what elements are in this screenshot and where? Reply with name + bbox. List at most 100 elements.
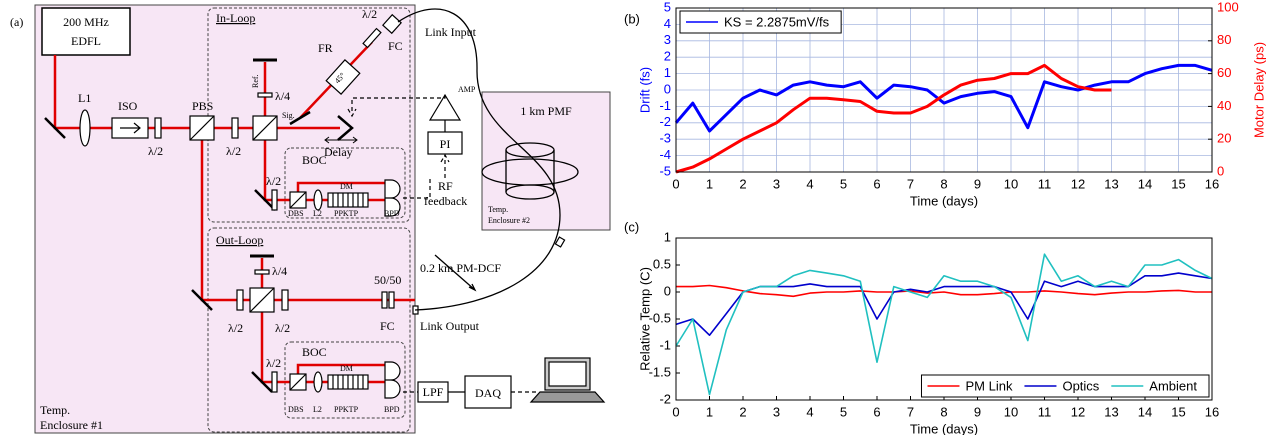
label: λ/2: [362, 7, 377, 21]
optic-shape: [314, 372, 322, 392]
label: 200 MHz: [63, 15, 109, 29]
label: Link Input: [425, 25, 477, 39]
label: DBS: [288, 209, 304, 218]
x-axis-label: Time (days): [910, 421, 978, 435]
x-tick-label: 12: [1071, 404, 1085, 419]
figure: (a) 200 MHz EDFL L1 ISO PBS λ/2 λ/2 In-L…: [0, 0, 1271, 435]
label: Ref.: [251, 74, 260, 88]
label: Delay: [324, 145, 353, 159]
x-tick-label: 13: [1104, 404, 1118, 419]
label: 0.2 km PM-DCF: [420, 261, 501, 275]
label: Sig.: [282, 111, 295, 120]
legend-label: PM Link: [965, 378, 1012, 393]
x-tick-label: 13: [1104, 176, 1118, 191]
x-tick-label: 7: [907, 404, 914, 419]
y-tick-label: 4: [664, 16, 671, 31]
y-axis-label: Drift (fs): [637, 67, 652, 113]
setup-diagram: (a) 200 MHz EDFL L1 ISO PBS λ/2 λ/2 In-L…: [10, 5, 610, 433]
label: L2: [313, 209, 322, 218]
label: 1 km PMF: [520, 104, 572, 118]
label: BOC: [302, 345, 327, 359]
y-tick-label: -3: [659, 131, 671, 146]
y-tick-label: 3: [664, 32, 671, 47]
label: FC: [388, 39, 403, 53]
label: DM: [340, 182, 353, 191]
label: λ/2: [226, 144, 241, 158]
x-tick-label: 15: [1171, 176, 1185, 191]
optic-shape: [272, 190, 277, 210]
label: λ/2: [228, 321, 243, 335]
optic-shape: [333, 375, 363, 389]
label: PI: [440, 137, 451, 151]
label: DAQ: [475, 386, 501, 400]
label: PBS: [192, 99, 213, 113]
label: λ/4: [275, 89, 290, 103]
x-tick-label: 4: [806, 404, 813, 419]
x-tick-label: 10: [1004, 176, 1018, 191]
label: BPD: [384, 209, 400, 218]
optic-shape: [258, 93, 272, 97]
label: FR: [318, 41, 333, 55]
optic-shape: [80, 110, 90, 146]
label: Out-Loop: [216, 233, 263, 247]
label: In-Loop: [216, 11, 255, 25]
x-tick-label: 2: [739, 176, 746, 191]
optic-shape: [232, 118, 238, 138]
y-tick-label: -2: [659, 391, 671, 406]
x-tick-label: 11: [1038, 404, 1052, 419]
label: BOC: [302, 153, 327, 167]
label: BPD: [384, 405, 400, 414]
y-tick-label: -5: [659, 163, 671, 178]
x-tick-label: 6: [873, 404, 880, 419]
charts: (b)012345678910111213141516-5-4-3-2-1012…: [624, 0, 1266, 435]
y-tick-label: -2: [659, 114, 671, 129]
x-tick-label: 3: [773, 176, 780, 191]
x-tick-label: 5: [840, 176, 847, 191]
y2-tick-label: 80: [1217, 32, 1231, 47]
label: Link Output: [420, 319, 480, 333]
optic-shape: [382, 292, 387, 308]
x-tick-label: 10: [1004, 404, 1018, 419]
optic-shape: [255, 270, 269, 274]
label: Temp.: [488, 205, 508, 214]
label: LPF: [423, 385, 444, 399]
electronics-shape: [549, 362, 586, 386]
panel-label: (c): [624, 219, 639, 234]
y-tick-label: 1: [664, 229, 671, 244]
x-tick-label: 1: [706, 176, 713, 191]
x-tick-label: 14: [1138, 176, 1152, 191]
label: λ/2: [148, 144, 163, 158]
x-tick-label: 14: [1138, 404, 1152, 419]
x-tick-label: 6: [873, 176, 880, 191]
legend-label: Ambient: [1149, 378, 1197, 393]
x-tick-label: 1: [706, 404, 713, 419]
y-tick-label: 5: [664, 0, 671, 14]
label: DBS: [288, 405, 304, 414]
page: (a) 200 MHz EDFL L1 ISO PBS λ/2 λ/2 In-L…: [0, 0, 1271, 435]
x-tick-label: 11: [1038, 176, 1052, 191]
x-tick-label: 0: [672, 404, 679, 419]
y-tick-label: 0: [664, 81, 671, 96]
y2-tick-label: 20: [1217, 131, 1231, 146]
panel-label: (b): [624, 11, 640, 26]
y-tick-label: 2: [664, 49, 671, 64]
legend-label: Optics: [1062, 378, 1099, 393]
optic-shape: [282, 290, 288, 310]
x-tick-label: 15: [1171, 404, 1185, 419]
data-line: [676, 254, 1212, 394]
x-tick-label: 9: [974, 404, 981, 419]
label: 50/50: [374, 273, 401, 287]
label: λ/4: [272, 264, 287, 278]
x-tick-label: 5: [840, 404, 847, 419]
label: PPKTP: [334, 209, 359, 218]
label: ISO: [118, 99, 138, 113]
x-tick-label: 8: [940, 404, 947, 419]
y-tick-label: 1: [664, 65, 671, 80]
x-axis-label: Time (days): [910, 193, 978, 208]
y2-axis-label: Motor Delay (ps): [1251, 42, 1266, 138]
x-tick-label: 2: [739, 404, 746, 419]
x-tick-label: 9: [974, 176, 981, 191]
label: Temp.: [40, 403, 70, 417]
label: Enclosure #2: [488, 216, 530, 225]
label: AMP: [458, 85, 476, 94]
